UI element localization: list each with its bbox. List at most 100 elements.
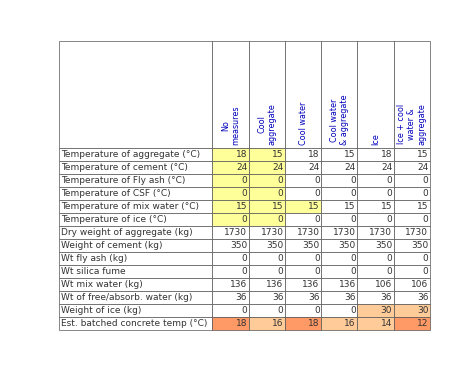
Bar xyxy=(248,161,284,174)
Bar xyxy=(248,265,284,278)
Text: 24: 24 xyxy=(344,163,355,172)
Text: 18: 18 xyxy=(235,150,247,159)
Bar xyxy=(284,304,320,317)
Bar xyxy=(59,291,212,304)
Text: 350: 350 xyxy=(302,241,319,250)
Text: 0: 0 xyxy=(422,254,427,263)
Text: Temperature of ice (°C): Temperature of ice (°C) xyxy=(61,215,166,224)
Bar xyxy=(212,148,248,161)
Bar xyxy=(393,252,429,265)
Bar xyxy=(212,174,248,187)
Bar xyxy=(248,174,284,187)
Text: 1730: 1730 xyxy=(296,228,319,237)
Bar xyxy=(284,41,320,148)
Bar xyxy=(357,252,393,265)
Text: 0: 0 xyxy=(422,267,427,276)
Text: 15: 15 xyxy=(344,150,355,159)
Text: 0: 0 xyxy=(277,189,283,198)
Text: 0: 0 xyxy=(241,254,247,263)
Text: Est. batched concrete temp (°C): Est. batched concrete temp (°C) xyxy=(61,319,207,328)
Bar xyxy=(284,239,320,252)
Text: 0: 0 xyxy=(386,267,391,276)
Text: 36: 36 xyxy=(235,293,247,302)
Bar xyxy=(393,226,429,239)
Bar xyxy=(284,317,320,330)
Text: 15: 15 xyxy=(380,202,391,211)
Text: 0: 0 xyxy=(241,189,247,198)
Bar xyxy=(59,226,212,239)
Bar xyxy=(284,187,320,200)
Text: 15: 15 xyxy=(235,202,247,211)
Text: Weight of cement (kg): Weight of cement (kg) xyxy=(61,241,162,250)
Text: Wt of free/absorb. water (kg): Wt of free/absorb. water (kg) xyxy=(61,293,192,302)
Bar xyxy=(357,265,393,278)
Bar xyxy=(212,291,248,304)
Text: 0: 0 xyxy=(313,215,319,224)
Bar xyxy=(59,161,212,174)
Bar xyxy=(284,226,320,239)
Text: 36: 36 xyxy=(344,293,355,302)
Bar xyxy=(284,213,320,226)
Bar xyxy=(59,174,212,187)
Bar xyxy=(59,41,212,148)
Text: 1730: 1730 xyxy=(260,228,283,237)
Text: 24: 24 xyxy=(308,163,319,172)
Text: 106: 106 xyxy=(374,280,391,289)
Text: 36: 36 xyxy=(380,293,391,302)
Text: Temperature of mix water (°C): Temperature of mix water (°C) xyxy=(61,202,198,211)
Bar xyxy=(248,239,284,252)
Text: 18: 18 xyxy=(235,319,247,328)
Text: 0: 0 xyxy=(386,254,391,263)
Bar xyxy=(284,161,320,174)
Bar xyxy=(212,226,248,239)
Text: Wt fly ash (kg): Wt fly ash (kg) xyxy=(61,254,127,263)
Bar xyxy=(320,200,357,213)
Text: 0: 0 xyxy=(349,189,355,198)
Text: 15: 15 xyxy=(307,202,319,211)
Bar xyxy=(248,226,284,239)
Bar xyxy=(248,278,284,291)
Text: 1730: 1730 xyxy=(332,228,355,237)
Bar xyxy=(320,291,357,304)
Text: 24: 24 xyxy=(416,163,427,172)
Bar xyxy=(393,278,429,291)
Bar xyxy=(284,200,320,213)
Bar xyxy=(59,317,212,330)
Text: 16: 16 xyxy=(271,319,283,328)
Bar xyxy=(393,161,429,174)
Bar xyxy=(393,291,429,304)
Bar xyxy=(320,226,357,239)
Text: 15: 15 xyxy=(416,150,427,159)
Text: 24: 24 xyxy=(380,163,391,172)
Text: 0: 0 xyxy=(386,189,391,198)
Bar xyxy=(284,291,320,304)
Text: 1730: 1730 xyxy=(224,228,247,237)
Text: 15: 15 xyxy=(344,202,355,211)
Bar xyxy=(357,239,393,252)
Text: 0: 0 xyxy=(349,215,355,224)
Bar xyxy=(357,200,393,213)
Bar xyxy=(212,161,248,174)
Bar xyxy=(357,148,393,161)
Text: 136: 136 xyxy=(338,280,355,289)
Text: Weight of ice (kg): Weight of ice (kg) xyxy=(61,306,141,315)
Text: 15: 15 xyxy=(416,202,427,211)
Bar xyxy=(320,239,357,252)
Bar xyxy=(59,304,212,317)
Text: Temperature of Fly ash (°C): Temperature of Fly ash (°C) xyxy=(61,176,185,185)
Bar xyxy=(320,304,357,317)
Bar xyxy=(320,317,357,330)
Text: Temperature of cement (°C): Temperature of cement (°C) xyxy=(61,163,188,172)
Bar xyxy=(357,317,393,330)
Text: 0: 0 xyxy=(349,267,355,276)
Bar xyxy=(357,161,393,174)
Bar xyxy=(320,278,357,291)
Text: Temperature of aggregate (°C): Temperature of aggregate (°C) xyxy=(61,150,199,159)
Text: 36: 36 xyxy=(271,293,283,302)
Text: 0: 0 xyxy=(277,176,283,185)
Bar xyxy=(357,187,393,200)
Text: 350: 350 xyxy=(338,241,355,250)
Bar xyxy=(212,252,248,265)
Bar xyxy=(393,213,429,226)
Bar xyxy=(393,200,429,213)
